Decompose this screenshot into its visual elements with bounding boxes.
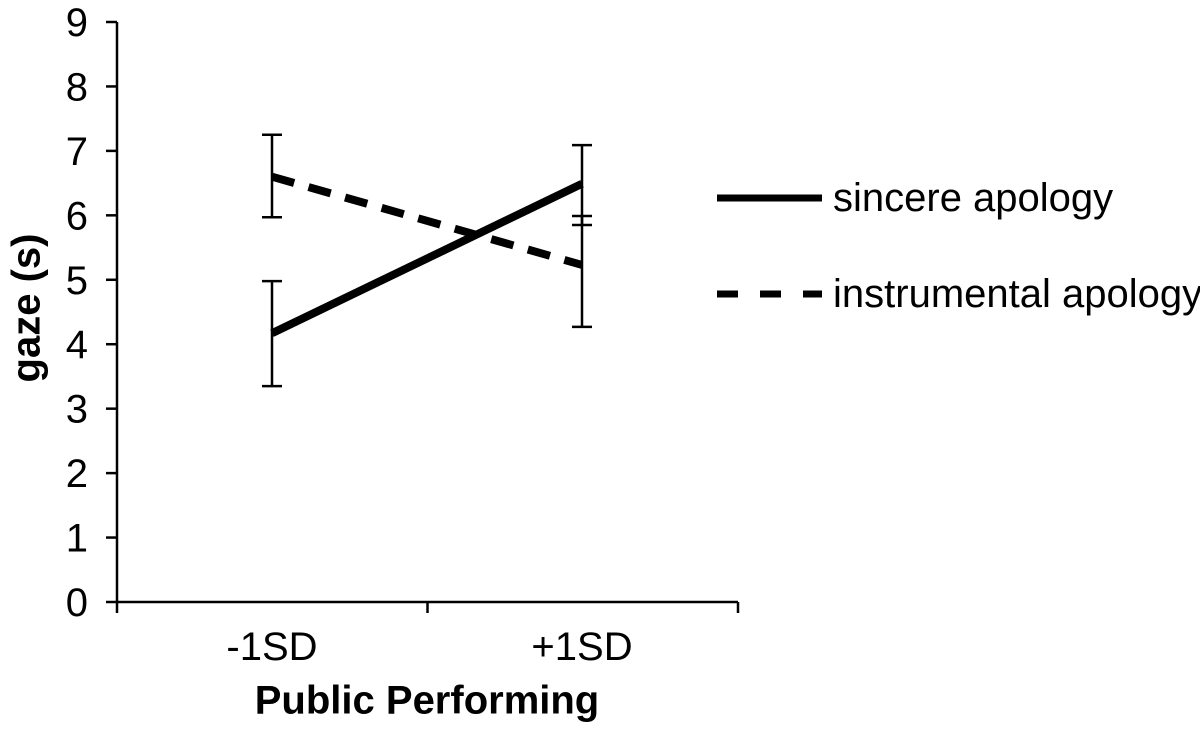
y-tick-label: 1 <box>66 517 88 561</box>
y-tick-label: 2 <box>66 452 88 496</box>
legend-label-instrumental-apology: instrumental apology <box>833 272 1200 316</box>
y-tick-label: 0 <box>66 581 88 625</box>
series-line-instrumental-apology <box>270 172 584 269</box>
y-tick-label: 8 <box>66 65 88 109</box>
series-line-sincere-apology <box>270 180 584 337</box>
legend-item-instrumental-apology: instrumental apology <box>717 272 1200 316</box>
x-axis-title: Public Performing <box>254 678 600 723</box>
legend-item-sincere-apology: sincere apology <box>717 176 1113 220</box>
y-tick-label: 9 <box>66 1 88 45</box>
y-tick-label: 5 <box>66 259 88 303</box>
x-category-label: -1SD <box>226 625 317 669</box>
x-category-label: +1SD <box>531 625 632 669</box>
y-axis-title: gaze (s) <box>4 233 49 383</box>
y-tick-label: 3 <box>66 388 88 432</box>
y-tick-label: 7 <box>66 130 88 174</box>
legend-label-sincere-apology: sincere apology <box>833 176 1114 220</box>
y-tick-label: 6 <box>66 194 88 238</box>
dashed-line-sample <box>717 290 822 298</box>
y-tick-label: 4 <box>66 323 88 367</box>
solid-line-sample <box>717 194 822 202</box>
